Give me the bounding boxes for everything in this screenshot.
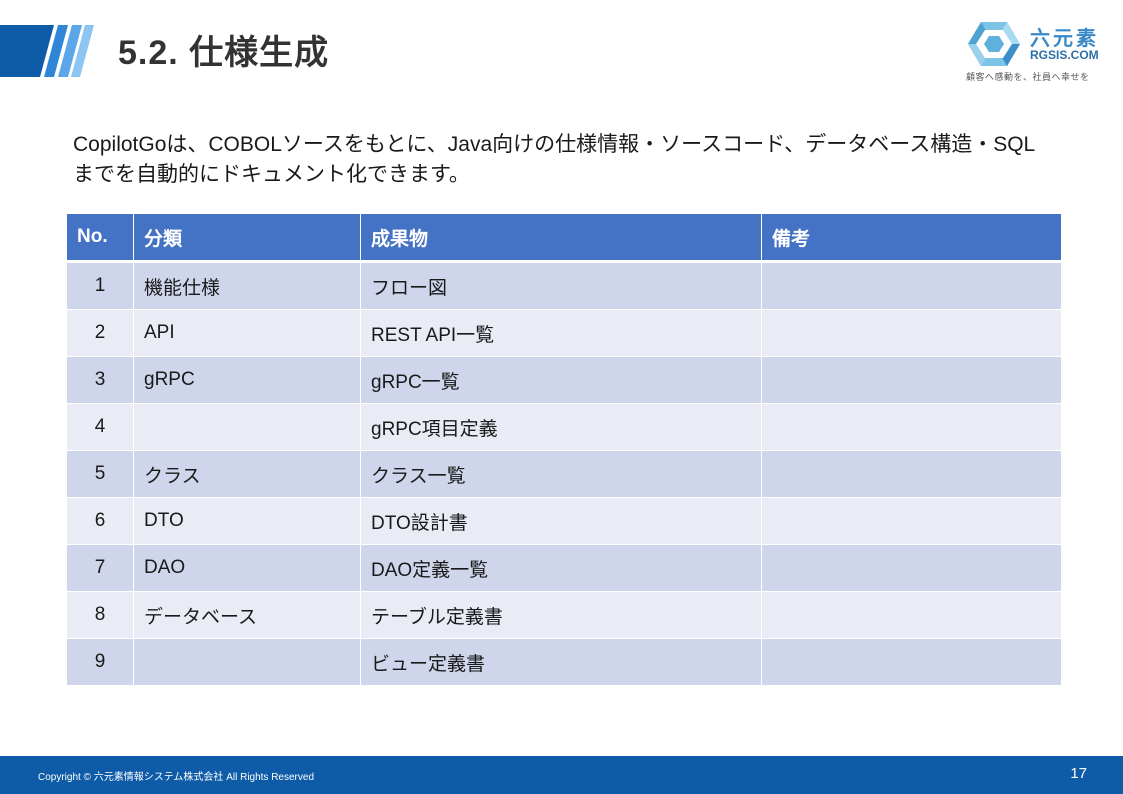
cell-note bbox=[761, 544, 1062, 592]
cell-deliverable: gRPC項目定義 bbox=[360, 403, 762, 451]
company-logo: 六元素 RGSIS.COM 顧客へ感動を、社員へ幸せを bbox=[966, 20, 1106, 84]
table-row: 5 クラス クラス一覧 bbox=[66, 450, 1062, 498]
cell-deliverable: クラス一覧 bbox=[360, 450, 762, 498]
cell-category bbox=[133, 638, 361, 686]
intro-text: CopilotGoは、COBOLソースをもとに、Java向けの仕様情報・ソースコ… bbox=[73, 133, 1036, 186]
logo-slogan: 顧客へ感動を、社員へ幸せを bbox=[966, 72, 1090, 82]
cell-no: 7 bbox=[66, 544, 134, 592]
table-row: 4 gRPC項目定義 bbox=[66, 403, 1062, 451]
page-title: 5.2. 仕様生成 bbox=[118, 34, 330, 72]
cell-note bbox=[761, 497, 1062, 545]
hexagon-logo-icon bbox=[968, 20, 1020, 68]
cell-note bbox=[761, 591, 1062, 639]
cell-category: API bbox=[133, 309, 361, 357]
cell-deliverable: フロー図 bbox=[360, 261, 762, 310]
header-no: No. bbox=[66, 213, 134, 263]
cell-category bbox=[133, 403, 361, 451]
title-accent-bar bbox=[0, 25, 95, 77]
cell-no: 6 bbox=[66, 497, 134, 545]
cell-note bbox=[761, 638, 1062, 686]
table-row: 2 API REST API一覧 bbox=[66, 309, 1062, 357]
cell-category: クラス bbox=[133, 450, 361, 498]
cell-deliverable: DTO設計書 bbox=[360, 497, 762, 545]
cell-category: DAO bbox=[133, 544, 361, 592]
copyright-text: Copyright © 六元素情報システム株式会社 All Rights Res… bbox=[38, 772, 315, 783]
cell-deliverable: REST API一覧 bbox=[360, 309, 762, 357]
header-category: 分類 bbox=[133, 213, 361, 263]
footer-bar: Copyright © 六元素情報システム株式会社 All Rights Res… bbox=[0, 756, 1123, 794]
cell-no: 3 bbox=[66, 356, 134, 404]
cell-note bbox=[761, 309, 1062, 357]
spec-table: No. 分類 成果物 備考 1 機能仕様 フロー図 2 API REST API… bbox=[66, 213, 1062, 686]
table-row: 1 機能仕様 フロー図 bbox=[66, 261, 1062, 310]
cell-no: 8 bbox=[66, 591, 134, 639]
cell-deliverable: gRPC一覧 bbox=[360, 356, 762, 404]
table-header-row: No. 分類 成果物 備考 bbox=[66, 213, 1062, 263]
header-note: 備考 bbox=[761, 213, 1062, 263]
table-row: 6 DTO DTO設計書 bbox=[66, 497, 1062, 545]
table-row: 9 ビュー定義書 bbox=[66, 638, 1062, 686]
table-row: 8 データベース テーブル定義書 bbox=[66, 591, 1062, 639]
cell-note bbox=[761, 403, 1062, 451]
cell-deliverable: テーブル定義書 bbox=[360, 591, 762, 639]
cell-no: 5 bbox=[66, 450, 134, 498]
cell-no: 1 bbox=[66, 261, 134, 310]
cell-deliverable: DAO定義一覧 bbox=[360, 544, 762, 592]
page-number: 17 bbox=[1070, 765, 1087, 782]
table-row: 7 DAO DAO定義一覧 bbox=[66, 544, 1062, 592]
cell-note bbox=[761, 356, 1062, 404]
cell-category: DTO bbox=[133, 497, 361, 545]
cell-no: 9 bbox=[66, 638, 134, 686]
cell-category: gRPC bbox=[133, 356, 361, 404]
cell-deliverable: ビュー定義書 bbox=[360, 638, 762, 686]
cell-note bbox=[761, 261, 1062, 310]
logo-domain: RGSIS.COM bbox=[1030, 48, 1099, 62]
table-row: 3 gRPC gRPC一覧 bbox=[66, 356, 1062, 404]
header-deliverable: 成果物 bbox=[360, 213, 762, 263]
cell-no: 4 bbox=[66, 403, 134, 451]
cell-category: データベース bbox=[133, 591, 361, 639]
cell-note bbox=[761, 450, 1062, 498]
cell-no: 2 bbox=[66, 309, 134, 357]
cell-category: 機能仕様 bbox=[133, 261, 361, 310]
logo-name: 六元素 bbox=[1030, 28, 1099, 50]
